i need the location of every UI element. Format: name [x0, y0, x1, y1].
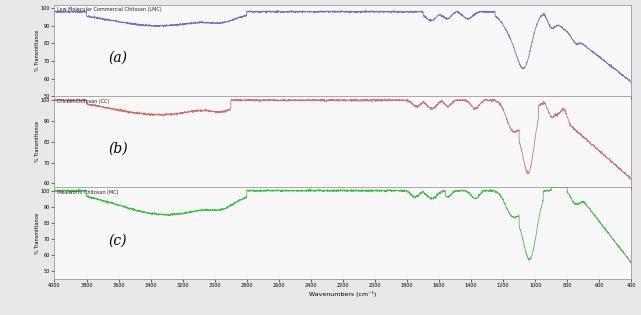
Text: (a): (a)	[108, 51, 128, 65]
Text: (b): (b)	[108, 142, 128, 156]
Text: Low Molecular Commercial Chitosan (LMC): Low Molecular Commercial Chitosan (LMC)	[58, 8, 162, 13]
Text: Mealworm Chitosan (MC): Mealworm Chitosan (MC)	[58, 190, 119, 195]
Text: (c): (c)	[109, 233, 127, 247]
X-axis label: Wavenumbers (cm⁻¹): Wavenumbers (cm⁻¹)	[310, 291, 376, 297]
Y-axis label: % Transmittance: % Transmittance	[35, 30, 40, 71]
Text: Cricket Chitosan (CC): Cricket Chitosan (CC)	[58, 99, 110, 104]
Y-axis label: % Transmittance: % Transmittance	[35, 121, 40, 162]
Y-axis label: % Transmittance: % Transmittance	[35, 213, 40, 254]
